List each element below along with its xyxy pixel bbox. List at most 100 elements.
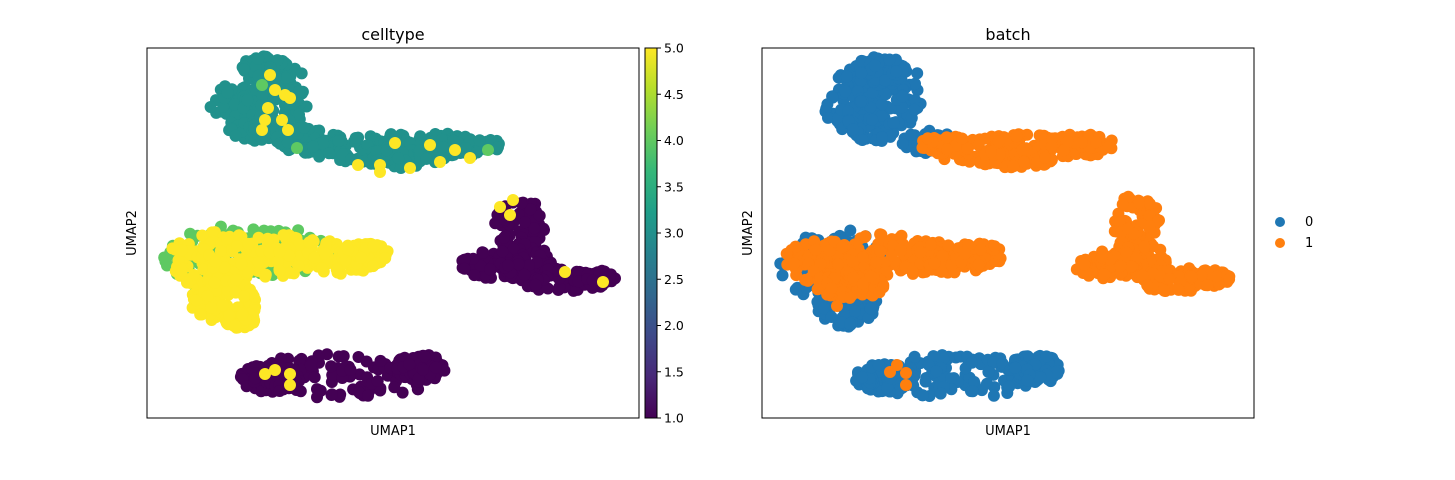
celltype-point (494, 201, 506, 213)
batch-point (876, 131, 888, 143)
batch-points (774, 51, 1236, 402)
celltype-point (229, 319, 242, 332)
batch-point (866, 113, 879, 126)
colorbar-ticks: 1.0 1.5 2.0 2.5 3.0 3.5 4.0 4.5 5.0 (657, 41, 684, 426)
batch-point (864, 270, 877, 283)
celltype-point (533, 209, 546, 222)
celltype-point (597, 276, 609, 288)
celltype-point (307, 140, 319, 153)
celltype-y-axis-label: UMAP2 (125, 210, 140, 256)
celltype-point (196, 229, 209, 242)
batch-point (1210, 270, 1223, 283)
celltype-point (326, 369, 339, 381)
celltype-point (352, 159, 364, 171)
celltype-point (459, 142, 472, 154)
batch-point (1090, 136, 1102, 149)
celltype-point (273, 385, 286, 397)
batch-point (788, 257, 801, 270)
batch-point (856, 277, 869, 290)
batch-point (905, 128, 917, 141)
celltype-point (187, 269, 200, 281)
batch-point (896, 90, 909, 103)
celltype-point (367, 240, 380, 253)
batch-point (908, 350, 921, 363)
legend-label-0: 0 (1305, 215, 1313, 230)
batch-point (856, 371, 869, 384)
celltype-point (235, 258, 248, 271)
batch-point (847, 123, 860, 136)
celltype-point (528, 222, 541, 235)
batch-point (1046, 132, 1059, 145)
batch-point (870, 256, 883, 269)
celltype-point (256, 89, 269, 102)
batch-title: batch (985, 25, 1030, 44)
celltype-point (458, 253, 471, 266)
batch-point (864, 302, 877, 315)
batch-point (1172, 283, 1185, 296)
batch-point (859, 230, 872, 243)
batch-point (982, 366, 995, 378)
celltype-point (269, 364, 281, 376)
celltype-point (498, 231, 510, 244)
celltype-point (231, 240, 243, 253)
celltype-point (314, 384, 327, 397)
batch-point (1003, 380, 1016, 393)
batch-point (855, 95, 868, 108)
batch-point (1143, 220, 1156, 233)
celltype-point (264, 69, 276, 81)
celltype-point (237, 63, 250, 76)
celltype-point (190, 294, 203, 307)
celltype-point (291, 142, 303, 154)
celltype-point (524, 203, 537, 216)
batch-point (1185, 270, 1198, 283)
celltype-point (293, 354, 306, 367)
batch-point (945, 372, 958, 385)
batch-point (1125, 260, 1138, 273)
batch-point (1098, 268, 1111, 281)
celltype-point (242, 237, 255, 250)
celltype-point (502, 259, 515, 272)
batch-point (987, 389, 1000, 402)
celltype-point (316, 262, 329, 275)
batch-point (937, 352, 950, 365)
celltype-point (529, 278, 542, 291)
batch-point (883, 53, 896, 66)
celltype-point (484, 134, 497, 146)
batch-point (856, 134, 869, 146)
celltype-point (229, 129, 242, 142)
celltype-point (323, 147, 335, 160)
celltype-point (293, 108, 305, 121)
celltype-point (284, 368, 296, 380)
batch-point (1116, 198, 1129, 211)
batch-point (1120, 246, 1133, 259)
batch-point (846, 255, 859, 268)
celltype-point (223, 309, 236, 322)
celltype-point (434, 156, 446, 168)
batch-point (847, 271, 860, 284)
batch-point (934, 387, 947, 400)
celltype-point (269, 84, 281, 96)
celltype-point (181, 276, 193, 289)
celltype-point (184, 227, 197, 240)
batch-point (849, 305, 861, 318)
batch-point (869, 59, 881, 72)
celltype-point (553, 281, 566, 294)
batch-point (1010, 130, 1023, 143)
celltype-point (313, 150, 326, 163)
celltype-point (308, 251, 321, 264)
celltype-point (161, 259, 173, 272)
celltype-point (263, 246, 276, 259)
batch-point (936, 249, 949, 262)
batch-point (1195, 269, 1208, 282)
batch-point (972, 258, 985, 271)
celltype-x-axis-label: UMAP1 (370, 424, 416, 439)
batch-point (911, 67, 924, 80)
batch-point (985, 145, 997, 158)
colorbar-tick-label: 3.5 (664, 179, 684, 194)
celltype-point (204, 101, 217, 113)
batch-point (987, 356, 1000, 369)
batch-point (1016, 143, 1029, 156)
celltype-point (175, 264, 188, 277)
celltype-point (436, 141, 449, 153)
batch-point (1121, 222, 1134, 235)
